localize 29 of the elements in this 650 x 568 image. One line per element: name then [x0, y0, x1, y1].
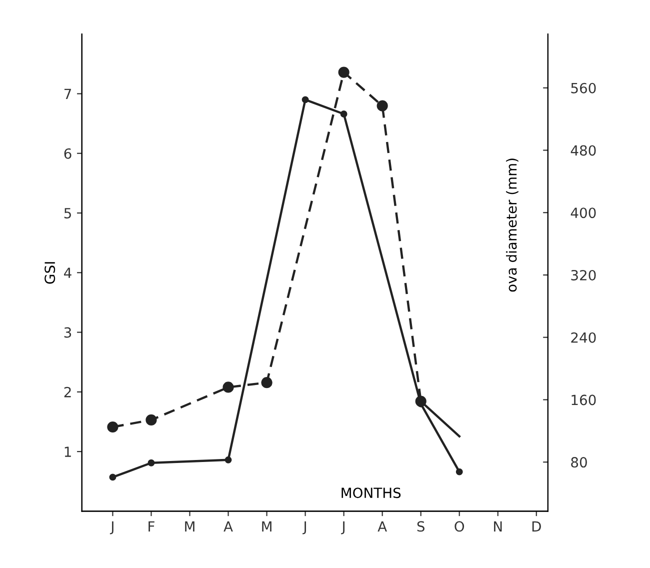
x-tick-label: A [378, 521, 387, 532]
y2-axis-title: ova diameter (mm) [506, 158, 518, 292]
x-tick-label: J [302, 521, 306, 534]
x-axis-title: MONTHS [342, 488, 401, 498]
y2-tick-label: 240 [571, 332, 596, 343]
y2-tick-label: 80 [571, 457, 587, 468]
y-tick-label: 6 [64, 148, 72, 159]
x-tick-label: F [148, 521, 154, 532]
x-tick-label: M [262, 521, 272, 532]
y-tick-label: 3 [64, 327, 72, 338]
y-tick-label: 5 [64, 208, 71, 218]
y-tick-label: 2 [64, 386, 71, 398]
x-tick-label: S [417, 521, 424, 532]
y-axis-title: GSI [44, 262, 56, 284]
y2-tick-label: 160 [572, 394, 596, 406]
y2-tick-label: 400 [570, 208, 596, 218]
x-tick-label: M [185, 521, 194, 532]
y2-tick-label: 480 [570, 145, 596, 156]
x-tick-label: J [110, 521, 114, 534]
x-tick-label: O [454, 521, 464, 532]
y-tick-label: 4 [64, 268, 72, 278]
y-tick-label: 1 [64, 446, 71, 457]
y2-tick-label: 320 [571, 270, 596, 280]
y2-tick-label: 560 [571, 82, 596, 94]
x-tick-label: A [224, 521, 233, 532]
x-tick-label: N [494, 521, 502, 532]
x-tick-label: J [341, 521, 344, 534]
x-tick-label: D [532, 521, 541, 532]
y-tick-label: 7 [64, 88, 71, 99]
